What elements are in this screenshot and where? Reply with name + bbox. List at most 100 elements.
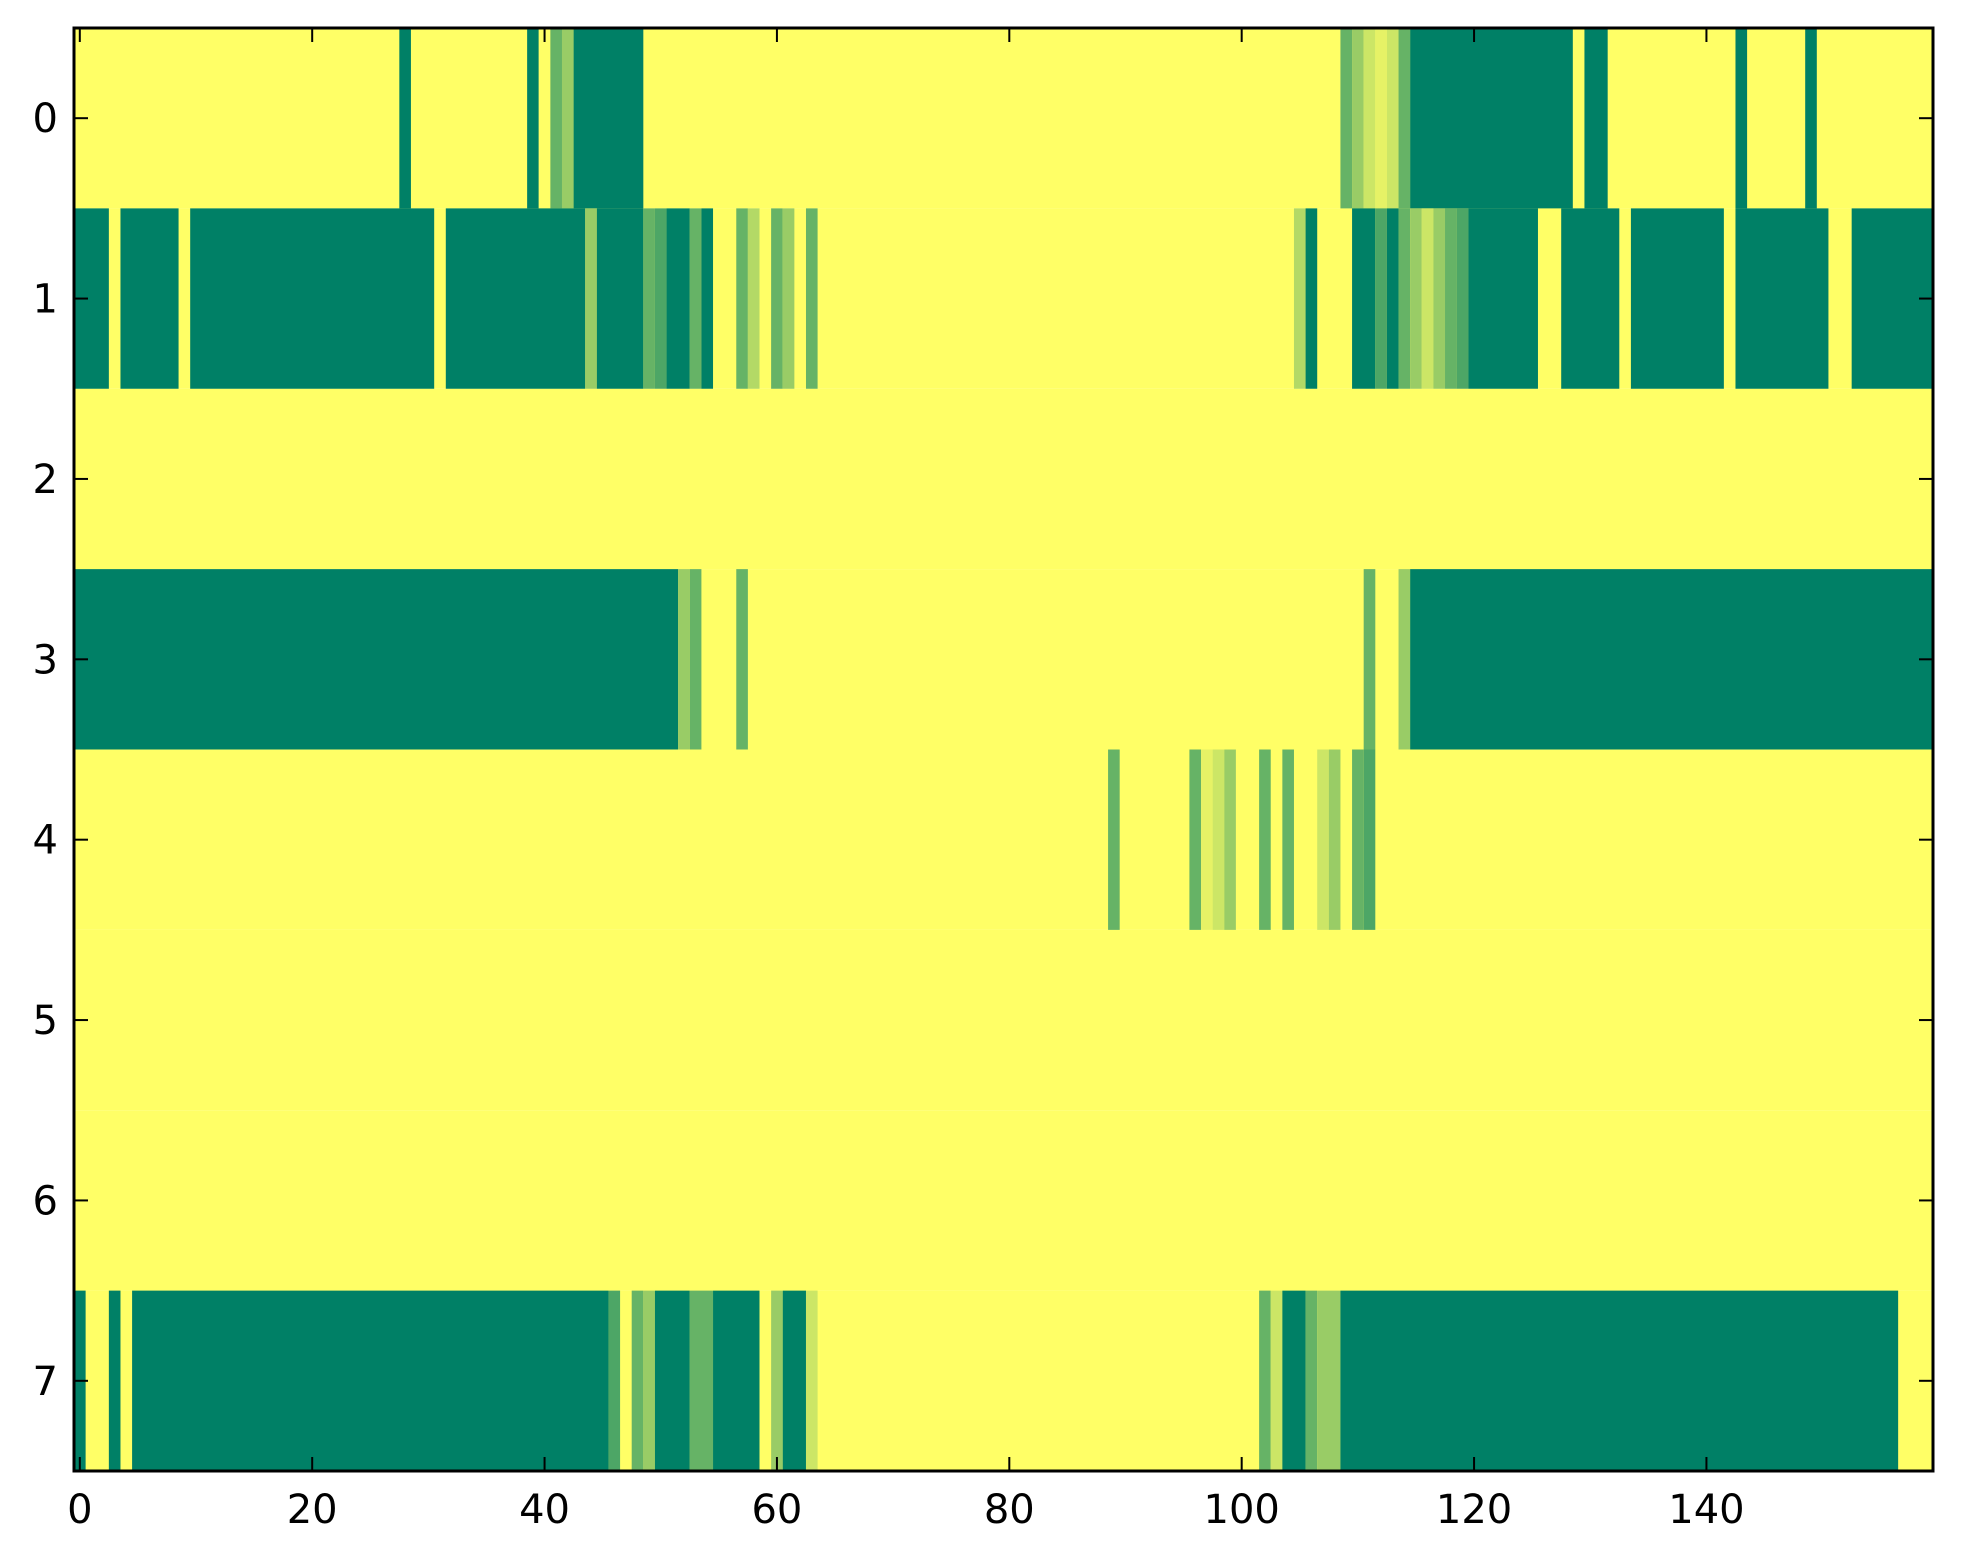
heatmap-cell: [1398, 208, 1411, 389]
heatmap-row-4: [74, 749, 1933, 930]
heatmap-cell: [538, 28, 551, 209]
heatmap-cell: [713, 1290, 760, 1471]
heatmap-row-2: [74, 388, 1933, 570]
heatmap-cell: [550, 28, 562, 209]
heatmap-cell: [120, 208, 179, 389]
x-tick-label: 0: [67, 1487, 92, 1533]
tick-labels: 0 20 40 60 80 100 120 140 0 1 2 3 4 5 6 7: [33, 96, 1745, 1533]
heatmap-cell: [1305, 1290, 1318, 1471]
heatmap-cell: [689, 1290, 714, 1471]
y-tick-label: 5: [33, 998, 58, 1044]
heatmap-cell: [689, 569, 702, 750]
heatmap-cell: [1468, 208, 1538, 389]
heatmap-cell: [1189, 749, 1202, 930]
heatmap-cell: [1386, 28, 1399, 209]
heatmap-cell: [1352, 28, 1364, 209]
heatmap-cell: [736, 569, 748, 750]
heatmap-cell: [736, 208, 748, 389]
heatmap-cell: [1363, 28, 1376, 209]
heatmap-cell: [1561, 208, 1620, 389]
heatmap-cell: [643, 1290, 655, 1471]
x-tick-label: 40: [519, 1487, 570, 1533]
heatmap-cell: [596, 208, 644, 389]
axis-ticks: [74, 28, 1933, 1471]
heatmap-cell: [1735, 208, 1829, 389]
heatmap-cell: [666, 208, 690, 389]
heatmap-cell: [1317, 749, 1329, 930]
heatmap-cell: [561, 28, 574, 209]
heatmap-cell: [1224, 749, 1236, 930]
heatmap-cell: [805, 208, 818, 389]
heatmap-cell: [1293, 208, 1306, 389]
heatmap-cell: [1433, 208, 1446, 389]
heatmap-row-5: [74, 929, 1933, 1111]
heatmap-cell: [1282, 749, 1294, 930]
heatmap-cell: [747, 208, 760, 389]
heatmap-cell: [1398, 28, 1411, 209]
heatmap-cell: [782, 208, 795, 389]
heatmap-cell: [782, 1290, 806, 1471]
heatmap-cell: [1398, 569, 1411, 750]
heatmap-cell: [1340, 1290, 1899, 1471]
y-tick-label: 7: [33, 1359, 58, 1405]
heatmap-cell: [573, 28, 644, 209]
heatmap-cell: [1305, 208, 1318, 389]
heatmap-cell: [1735, 28, 1748, 209]
heatmap-cell: [1352, 208, 1376, 389]
y-tick-label: 3: [33, 637, 58, 683]
heatmap-cell: [1375, 208, 1387, 389]
heatmap-cell: [1410, 569, 1933, 750]
heatmap-cell: [1259, 1290, 1271, 1471]
heatmap-cell: [689, 208, 702, 389]
heatmap-cell: [1363, 749, 1376, 930]
heatmap-cell: [1805, 28, 1817, 209]
heatmap-cell: [1456, 208, 1469, 389]
heatmap-cell: [771, 208, 783, 389]
heatmap-cell: [1270, 1290, 1283, 1471]
y-tick-label: 1: [33, 277, 58, 323]
heatmap-cell: [585, 208, 597, 389]
x-tick-label: 60: [751, 1487, 802, 1533]
x-tick-label: 120: [1436, 1487, 1512, 1533]
heatmap-cell: [1630, 208, 1724, 389]
heatmap-cells: [74, 28, 1933, 1471]
heatmap-row-6: [74, 1110, 1933, 1291]
y-tick-label: 2: [33, 457, 58, 503]
heatmap-cell: [1410, 208, 1422, 389]
heatmap-cell: [1445, 208, 1457, 389]
heatmap-cell: [1282, 1290, 1306, 1471]
y-tick-label: 6: [33, 1178, 58, 1224]
heatmap-cell: [701, 208, 714, 389]
heatmap-cell: [1328, 749, 1341, 930]
y-tick-label: 4: [33, 818, 58, 864]
x-tick-label: 20: [287, 1487, 338, 1533]
heatmap-cell: [399, 28, 411, 209]
heatmap-cell: [1375, 28, 1387, 209]
heatmap-cell: [190, 208, 435, 389]
heatmap-cell: [527, 28, 539, 209]
y-tick-label: 0: [33, 96, 58, 142]
heatmap-cell: [1340, 28, 1353, 209]
heatmap-cell: [1317, 1290, 1341, 1471]
x-tick-label: 80: [984, 1487, 1035, 1533]
heatmap-cell: [1108, 749, 1120, 930]
heatmap-cell: [1259, 749, 1271, 930]
heatmap-cell: [132, 1290, 609, 1471]
heatmap-cell: [678, 569, 690, 750]
heatmap-cell: [1584, 28, 1608, 209]
heatmap-cell: [1386, 208, 1399, 389]
heatmap-cell: [74, 569, 679, 750]
heatmap-cell: [1363, 569, 1376, 750]
heatmap-cell: [1421, 208, 1434, 389]
heatmap-cell: [643, 208, 655, 389]
plot-frame: [72, 26, 1935, 1473]
heatmap-row-0: [74, 28, 1933, 209]
heatmap-cell: [805, 1290, 818, 1471]
heatmap-cell: [445, 208, 586, 389]
heatmap-cell: [1410, 28, 1573, 209]
heatmap-cell: [654, 208, 667, 389]
heatmap-cell: [1212, 749, 1225, 930]
heatmap-cell: [1352, 749, 1364, 930]
heatmap-cell: [771, 1290, 783, 1471]
